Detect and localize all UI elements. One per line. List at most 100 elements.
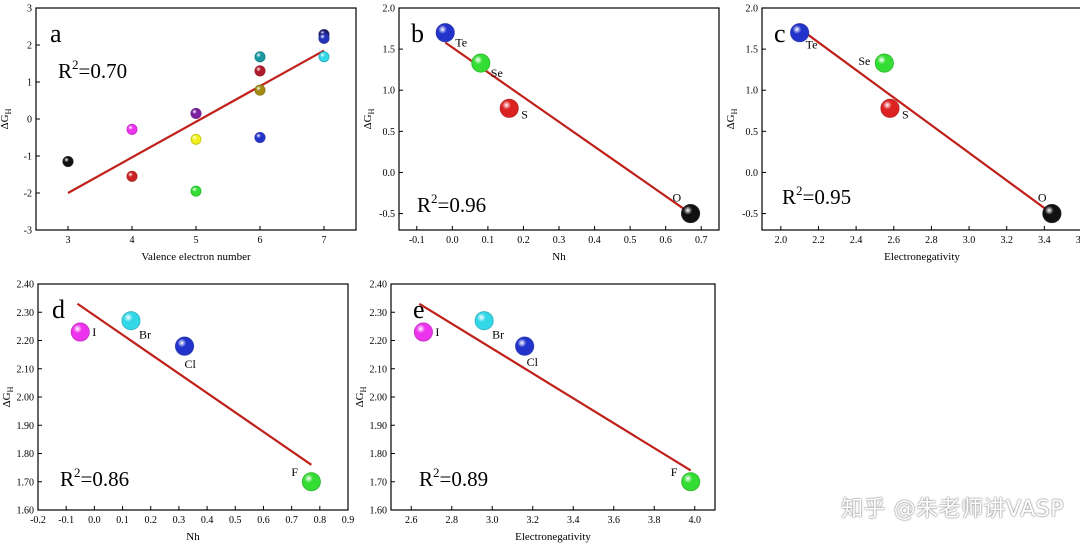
x-tick-label: 3.2: [527, 515, 540, 526]
x-tick-label: 2.2: [812, 235, 825, 246]
data-point-rim: [62, 155, 74, 168]
y-tick-label: 2.40: [370, 280, 388, 291]
point-label: F: [671, 465, 678, 479]
data-point-rim: [254, 131, 266, 144]
y-tick-label: 2.10: [370, 364, 388, 375]
y-tick-label: 2.20: [370, 336, 388, 347]
y-tick-label: 1.90: [17, 421, 35, 432]
data-point-rim: [318, 32, 330, 44]
r-squared-annotation: R2=0.89: [419, 465, 488, 491]
r-squared-annotation: R2=0.86: [60, 465, 129, 491]
y-tick-label: 2.30: [370, 308, 388, 319]
fit-line: [67, 49, 325, 194]
x-tick-label: 3.8: [648, 515, 661, 526]
point-label: Cl: [527, 355, 539, 369]
y-tick-label: 2.30: [17, 308, 35, 319]
data-point-rim: [880, 98, 900, 118]
fit-line: [798, 27, 1053, 215]
x-tick-label: 0.5: [624, 235, 637, 246]
y-tick-label: 0.0: [746, 168, 759, 179]
y-axis-label: ΔGH: [725, 108, 739, 129]
y-axis-label: ΔGH: [0, 108, 13, 129]
r-squared-annotation: R2=0.70: [58, 57, 127, 83]
x-tick-label: 0.0: [88, 515, 101, 526]
data-point-rim: [471, 53, 491, 73]
panel-letter: c: [774, 19, 786, 48]
point-label: Se: [491, 66, 503, 80]
x-tick-label: 0.1: [482, 235, 495, 246]
y-tick-label: 1.5: [383, 45, 396, 56]
data-point-rim: [318, 51, 330, 63]
point-label: Se: [858, 54, 870, 68]
plot-frame: [761, 7, 1080, 231]
x-tick-label: 2.6: [888, 235, 901, 246]
x-tick-label: 0.6: [257, 515, 270, 526]
x-tick-label: 0.3: [553, 235, 566, 246]
data-point-rim: [254, 84, 266, 96]
y-tick-label: 1.60: [17, 506, 35, 517]
y-tick-label: 2.0: [746, 4, 759, 15]
point-label: Te: [455, 36, 467, 50]
data-point-rim: [413, 322, 433, 342]
data-point-rim: [301, 472, 321, 492]
data-point-rim: [874, 53, 894, 73]
x-tick-label: 4: [130, 235, 135, 246]
point-label: Br: [139, 328, 151, 342]
point-label: I: [435, 325, 439, 339]
x-tick-label: 0.7: [285, 515, 298, 526]
data-point-rim: [254, 51, 266, 63]
data-point-rim: [435, 23, 455, 43]
r-squared-annotation: R2=0.95: [782, 183, 851, 209]
x-axis-label: Nh: [552, 251, 566, 263]
point-label: S: [521, 107, 528, 121]
data-point-rim: [121, 311, 141, 331]
y-tick-label: -0.5: [379, 209, 395, 220]
y-tick-label: 2.20: [17, 336, 35, 347]
x-tick-label: 0.2: [144, 515, 157, 526]
x-tick-label: 0.9: [342, 515, 355, 526]
panel-c: 2.0 2.2 2.4 2.6 2.8 3.0 3.2 3.4 3.6 -0.5 0.0 0.5 1.0…: [725, 4, 1080, 263]
x-tick-label: 3.4: [567, 515, 580, 526]
data-point-rim: [174, 336, 195, 356]
y-axis-label: ΔGH: [1, 386, 15, 407]
x-tick-label: -0.2: [30, 515, 46, 526]
x-axis-label: Electronegativity: [884, 251, 960, 263]
x-tick-label: 3.4: [1038, 235, 1051, 246]
x-tick-label: 2.8: [446, 515, 459, 526]
x-tick-label: 3.0: [963, 235, 976, 246]
point-label: Cl: [185, 357, 197, 371]
panel-letter: e: [413, 295, 425, 324]
panel-letter: a: [50, 19, 62, 48]
y-tick-label: 2.00: [370, 393, 388, 404]
data-point-rim: [190, 185, 202, 197]
y-tick-label: 1: [27, 78, 32, 89]
y-tick-label: 0.5: [746, 127, 759, 138]
y-tick-label: -2: [24, 189, 32, 200]
x-tick-label: 3.6: [1076, 235, 1080, 246]
data-point-rim: [70, 322, 90, 342]
y-axis-label: ΔGH: [362, 108, 376, 129]
y-tick-label: 3: [27, 4, 32, 15]
data-point-rim: [680, 203, 701, 224]
y-tick-label: 1.80: [370, 449, 388, 460]
x-tick-label: 2.8: [925, 235, 938, 246]
y-tick-label: 2.10: [17, 364, 35, 375]
data-point-rim: [499, 98, 519, 118]
x-tick-label: 0.4: [588, 235, 601, 246]
x-tick-label: 7: [322, 235, 327, 246]
fit-line: [76, 302, 312, 466]
x-axis-label: Valence electron number: [141, 251, 251, 263]
x-tick-label: 0.1: [116, 515, 129, 526]
x-tick-label: 0.0: [446, 235, 459, 246]
r-squared-annotation: R2=0.96: [417, 191, 486, 217]
panel-a: 3 4 5 6 7 -3 -2 -1 0 1 2 3 Valence electron number ΔG…: [0, 4, 357, 263]
y-tick-label: 1.90: [370, 421, 388, 432]
data-point-rim: [126, 170, 138, 182]
x-tick-label: 0.8: [314, 515, 327, 526]
y-tick-label: 0: [27, 115, 32, 126]
panel-letter: b: [411, 19, 424, 48]
data-point-rim: [126, 123, 138, 135]
x-tick-label: 0.7: [695, 235, 708, 246]
point-label: O: [673, 191, 682, 205]
